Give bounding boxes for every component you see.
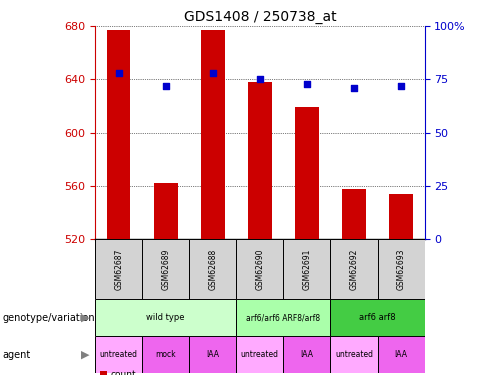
Text: IAA: IAA [301,350,313,359]
Text: ▶: ▶ [81,350,89,360]
Point [162,83,170,89]
Bar [378,239,425,299]
Text: IAA: IAA [206,350,219,359]
Text: ▶: ▶ [81,313,89,323]
Text: untreated: untreated [335,350,373,359]
Bar [142,336,189,373]
Bar [330,239,378,299]
Text: GSM62692: GSM62692 [349,249,359,290]
Text: GSM62688: GSM62688 [208,249,217,290]
Bar [95,239,142,299]
Bar [378,336,425,373]
Point [209,70,217,76]
Bar [154,183,178,239]
Text: agent: agent [2,350,31,360]
Bar [236,336,284,373]
Bar [342,189,366,239]
Point [256,76,264,82]
Bar [95,336,142,373]
Bar [107,30,130,239]
Text: arf6/arf6 ARF8/arf8: arf6/arf6 ARF8/arf8 [246,313,321,322]
Point [350,85,358,91]
Text: GSM62691: GSM62691 [303,249,311,290]
Bar [284,336,330,373]
Title: GDS1408 / 250738_at: GDS1408 / 250738_at [183,10,336,24]
Bar [236,299,330,336]
Point [303,81,311,87]
Bar [189,336,236,373]
Bar [95,299,236,336]
Bar [189,239,236,299]
Bar [330,299,425,336]
Point [115,70,122,76]
Text: GSM62689: GSM62689 [161,249,170,290]
Legend: count, percentile rank within the sample: count, percentile rank within the sample [100,370,264,375]
Text: arf6 arf8: arf6 arf8 [359,313,396,322]
Text: genotype/variation: genotype/variation [2,313,95,323]
Text: GSM62690: GSM62690 [255,249,264,290]
Text: untreated: untreated [100,350,138,359]
Text: wild type: wild type [146,313,185,322]
Bar [236,239,284,299]
Bar [295,107,319,239]
Bar [142,239,189,299]
Bar [284,239,330,299]
Text: IAA: IAA [394,350,407,359]
Bar [389,194,413,239]
Bar [201,30,224,239]
Bar [330,336,378,373]
Text: untreated: untreated [241,350,279,359]
Text: mock: mock [156,350,176,359]
Point [397,83,405,89]
Text: GSM62693: GSM62693 [397,249,406,290]
Text: GSM62687: GSM62687 [114,249,123,290]
Bar [248,82,272,239]
